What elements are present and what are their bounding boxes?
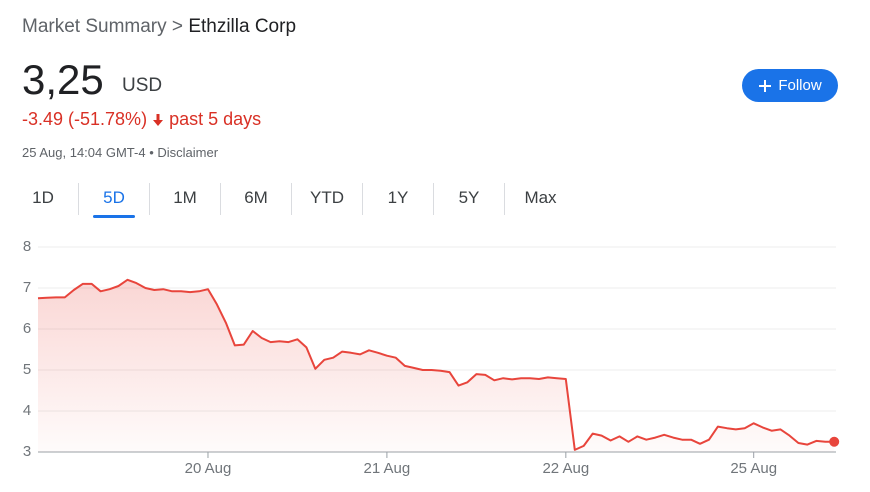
- change-value: -3.49 (-51.78%): [22, 109, 148, 129]
- range-tab[interactable]: 1M: [150, 183, 221, 215]
- y-tick-label: 5: [23, 361, 31, 378]
- y-tick-label: 8: [23, 238, 31, 255]
- currency: USD: [122, 75, 163, 96]
- follow-label: Follow: [778, 77, 822, 94]
- plus-icon: [759, 79, 772, 92]
- range-tab[interactable]: YTD: [292, 183, 363, 215]
- breadcrumb: Market Summary > Ethzilla Corp: [22, 16, 296, 38]
- last-point: [829, 436, 840, 447]
- breadcrumb-link[interactable]: Market Summary: [22, 16, 167, 37]
- dot: •: [149, 145, 154, 160]
- range-tab[interactable]: 1D: [8, 183, 79, 215]
- x-tick-label: 20 Aug: [185, 460, 232, 477]
- range-tab[interactable]: 5D: [79, 183, 150, 218]
- disclaimer[interactable]: Disclaimer: [157, 145, 219, 160]
- y-tick-label: 7: [23, 279, 31, 296]
- y-tick-label: 4: [23, 402, 31, 419]
- follow-button[interactable]: Follow: [742, 69, 838, 102]
- x-tick-label: 21 Aug: [364, 460, 411, 477]
- y-tick-label: 6: [23, 320, 31, 337]
- price: 3,25: [22, 56, 104, 103]
- breadcrumb-current: Ethzilla Corp: [188, 16, 297, 37]
- price-line: [37, 278, 835, 451]
- time: 25 Aug, 14:04 GMT-4: [22, 145, 146, 160]
- timestamp: 25 Aug, 14:04 GMT-4 • Disclaimer: [22, 145, 218, 160]
- breadcrumb-separator: >: [171, 16, 184, 37]
- y-tick-label: 3: [23, 443, 31, 460]
- range-tab[interactable]: 5Y: [434, 183, 505, 215]
- range-tabs: 1D 5D 1M 6M YTD 1Y 5Y Max: [8, 183, 576, 218]
- range-tab[interactable]: 6M: [221, 183, 292, 215]
- price-change: -3.49 (-51.78%) past 5 days: [22, 109, 261, 130]
- change-period: past 5 days: [169, 109, 262, 129]
- area: [38, 279, 835, 452]
- range-tab[interactable]: 1Y: [363, 183, 434, 215]
- x-tick-label: 25 Aug: [730, 460, 777, 477]
- x-tick-label: 22 Aug: [542, 460, 589, 477]
- down-arrow: [153, 113, 164, 126]
- range-tab[interactable]: Max: [524, 188, 557, 207]
